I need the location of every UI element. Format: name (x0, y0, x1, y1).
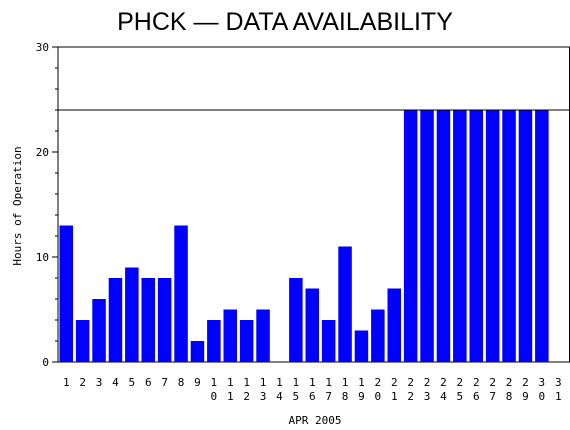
y-axis-label: Hours of Operation (11, 146, 24, 265)
bar (174, 225, 188, 362)
x-tick-label: 2 (391, 376, 398, 389)
bar (125, 267, 139, 362)
x-tick-label: 3 (424, 390, 431, 403)
bar (485, 110, 500, 362)
x-tick-label: 2 (375, 376, 382, 389)
x-tick-label: 1 (211, 376, 218, 389)
x-tick-label: 3 (539, 376, 546, 389)
x-tick-label: 1 (243, 376, 250, 389)
y-tick-label: 30 (36, 41, 49, 54)
bar (92, 299, 106, 362)
bar (289, 278, 303, 362)
x-tick-label: 9 (522, 390, 529, 403)
x-tick-label: 2 (473, 376, 480, 389)
bar (502, 110, 516, 362)
x-tick-label: 2 (407, 390, 414, 403)
x-tick-label: 1 (63, 376, 70, 389)
bar (338, 246, 352, 362)
x-tick-label: 3 (555, 376, 562, 389)
y-tick-label: 10 (36, 251, 49, 264)
x-tick-label: 1 (293, 376, 300, 389)
x-tick-label: 8 (178, 376, 185, 389)
x-tick-label: 1 (227, 390, 234, 403)
x-tick-label: 2 (522, 376, 529, 389)
x-tick-label: 2 (79, 376, 86, 389)
bar (239, 320, 254, 362)
x-tick-label: 3 (260, 390, 267, 403)
x-tick-label: 3 (96, 376, 103, 389)
bar (436, 110, 451, 362)
bar (371, 309, 385, 362)
bar (305, 288, 319, 362)
bar (190, 341, 205, 362)
x-tick-label: 1 (227, 376, 234, 389)
x-tick-label: 1 (325, 376, 332, 389)
bar (354, 330, 369, 362)
y-tick-label: 0 (42, 356, 49, 369)
bar (420, 110, 434, 362)
x-tick-label: 6 (145, 376, 152, 389)
bar (157, 278, 172, 362)
chart-title: PHCK — DATA AVAILABILITY (117, 8, 453, 36)
x-tick-label: 4 (112, 376, 119, 389)
bar (141, 278, 155, 362)
x-tick-label: 7 (325, 390, 332, 403)
bar (223, 309, 237, 362)
bar (59, 225, 73, 362)
bar (535, 110, 549, 362)
x-tick-label: 1 (260, 376, 267, 389)
bar (75, 320, 90, 362)
x-tick-label: 9 (194, 376, 201, 389)
x-tick-label: 7 (161, 376, 168, 389)
x-tick-label: 5 (293, 390, 300, 403)
bar (518, 110, 533, 362)
bar (403, 110, 418, 362)
x-tick-label: 0 (211, 390, 218, 403)
x-tick-label: 1 (342, 376, 349, 389)
x-tick-label: 1 (555, 390, 562, 403)
bar (469, 110, 483, 362)
x-tick-label: 2 (243, 390, 250, 403)
x-tick-label: 7 (489, 390, 496, 403)
x-tick-label: 2 (489, 376, 496, 389)
bar (108, 278, 123, 362)
x-tick-label: 2 (506, 376, 513, 389)
x-tick-label: 1 (391, 390, 398, 403)
x-tick-label: 2 (457, 376, 464, 389)
x-tick-label: 1 (358, 376, 365, 389)
x-tick-label: 1 (276, 376, 283, 389)
x-tick-label: 0 (375, 390, 382, 403)
x-tick-label: 2 (407, 376, 414, 389)
x-tick-label: 5 (129, 376, 136, 389)
x-axis-label: APR 2005 (289, 414, 342, 427)
x-tick-label: 5 (457, 390, 464, 403)
bar (256, 309, 270, 362)
bar (207, 320, 221, 362)
x-tick-label: 8 (342, 390, 349, 403)
bar (387, 288, 401, 362)
bar (453, 110, 467, 362)
x-tick-label: 9 (358, 390, 365, 403)
x-tick-label: 1 (309, 376, 316, 389)
x-tick-label: 8 (506, 390, 513, 403)
x-tick-label: 6 (473, 390, 480, 403)
x-tick-label: 6 (309, 390, 316, 403)
bar (321, 320, 336, 362)
x-tick-label: 0 (539, 390, 546, 403)
y-tick-label: 20 (36, 146, 49, 159)
x-tick-label: 4 (440, 390, 447, 403)
x-tick-label: 2 (424, 376, 431, 389)
x-tick-label: 2 (440, 376, 447, 389)
x-tick-label: 4 (276, 390, 283, 403)
